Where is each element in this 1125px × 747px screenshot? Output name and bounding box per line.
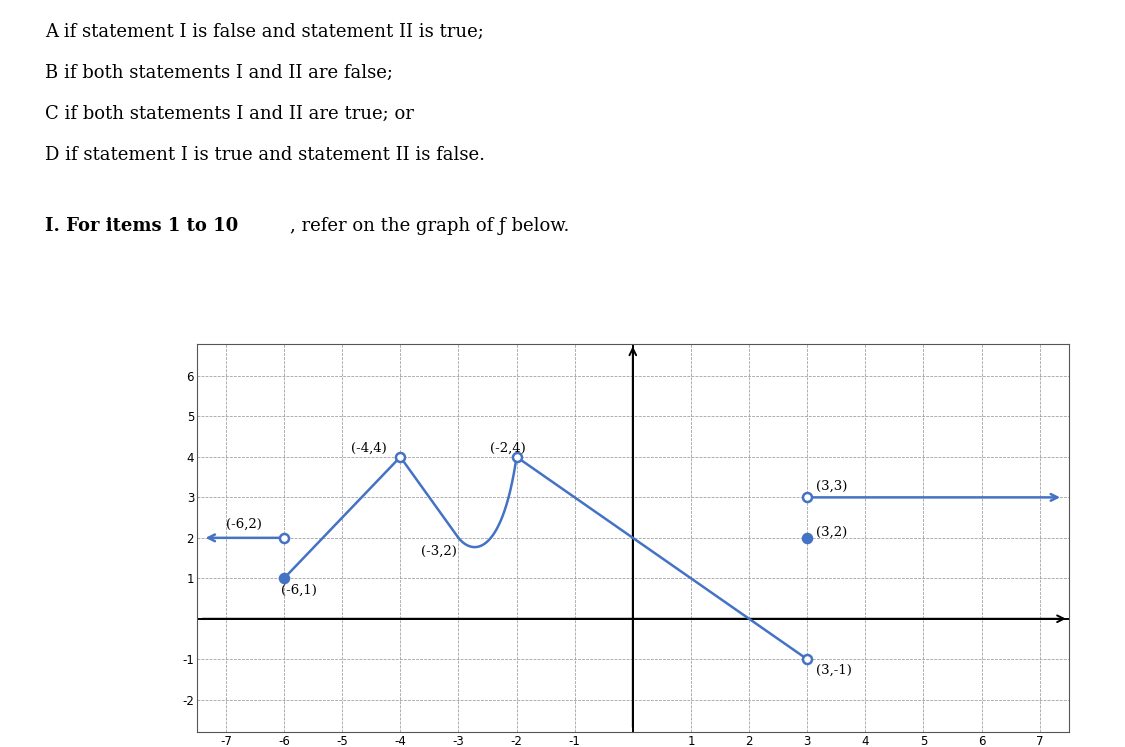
Text: (-2,4): (-2,4) [490, 442, 526, 455]
Text: (3,-1): (3,-1) [816, 663, 852, 676]
Text: (-6,1): (-6,1) [281, 583, 317, 597]
Text: A if statement I is false and statement II is true;: A if statement I is false and statement … [45, 22, 484, 40]
Text: (3,3): (3,3) [816, 480, 847, 493]
Text: , refer on the graph of ƒ below.: , refer on the graph of ƒ below. [290, 217, 569, 235]
Text: I. For items 1 to 10: I. For items 1 to 10 [45, 217, 238, 235]
Text: (-4,4): (-4,4) [351, 442, 387, 455]
Text: (3,2): (3,2) [816, 526, 847, 539]
Text: B if both statements I and II are false;: B if both statements I and II are false; [45, 63, 393, 81]
Text: (-6,2): (-6,2) [226, 518, 262, 530]
Text: C if both statements I and II are true; or: C if both statements I and II are true; … [45, 105, 414, 123]
Text: (-3,2): (-3,2) [421, 545, 457, 558]
Text: D if statement I is true and statement II is false.: D if statement I is true and statement I… [45, 146, 485, 164]
